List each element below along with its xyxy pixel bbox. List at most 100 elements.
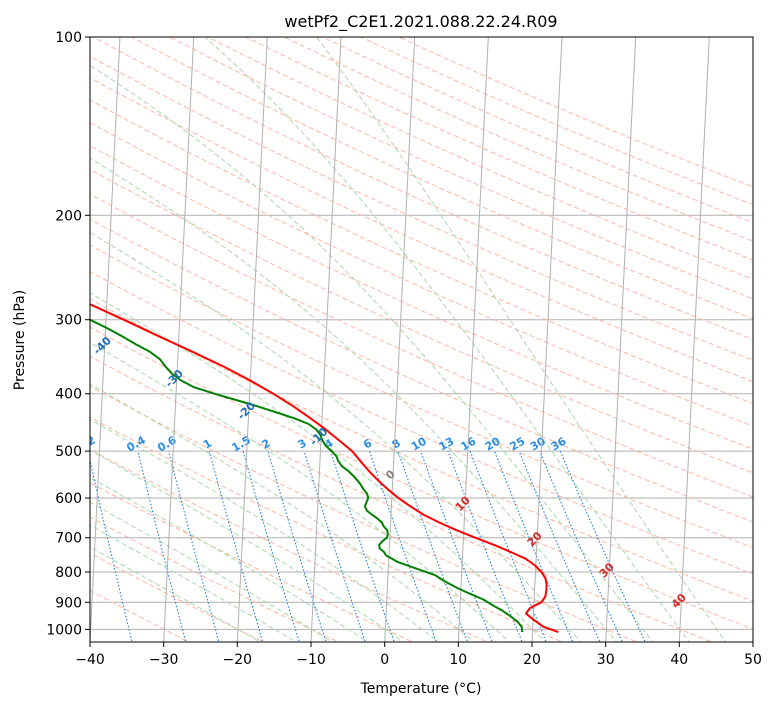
dry-adiabat xyxy=(322,37,753,224)
isotherm xyxy=(163,37,195,642)
mixing-ratio-line xyxy=(368,450,437,642)
axes: −40 −30 −20 −10 0 10 20 30 40 5010009008007006005… xyxy=(46,30,762,668)
moist-adiabat xyxy=(204,37,690,642)
chart-title: wetPf2_C2E1.2021.088.22.24.R09 xyxy=(284,12,557,32)
isotherm-label: 20 xyxy=(525,529,545,549)
mixing-ratio-line xyxy=(420,450,493,642)
mixing-ratio-line xyxy=(518,450,601,642)
mixing-ratio-line xyxy=(330,450,395,642)
mixing-ratio-line xyxy=(168,450,220,642)
isotherm-label: 30 xyxy=(597,560,617,580)
temperature-profile xyxy=(90,303,559,633)
isotherm xyxy=(236,37,268,642)
plot-frame xyxy=(89,36,754,643)
isotherm xyxy=(90,37,121,642)
dry-adiabat xyxy=(90,355,714,642)
mixing-ratio-line xyxy=(469,450,547,642)
mixing-ratio-label: 0.2 xyxy=(74,434,97,455)
moist-adiabat xyxy=(90,449,404,642)
y-tick-label: 800 xyxy=(55,565,82,581)
dewpoint-profile xyxy=(90,318,524,633)
dry-adiabat xyxy=(283,37,753,242)
mixing-ratio-label: 0.1 xyxy=(28,434,51,455)
dry-adiabat xyxy=(131,37,753,320)
mixing-ratio-line xyxy=(397,450,469,642)
y-tick-label: 100 xyxy=(55,30,82,46)
dry-adiabat xyxy=(90,218,753,523)
moist-adiabat xyxy=(90,231,582,642)
x-tick-label: −10 xyxy=(296,652,326,668)
isotherm-label: -20 xyxy=(235,399,258,422)
dry-adiabat xyxy=(90,326,753,630)
dry-adiabat xyxy=(90,416,564,642)
x-tick-label: 20 xyxy=(523,652,541,668)
dry-adiabat xyxy=(169,37,753,300)
x-tick-label: 0 xyxy=(380,652,389,668)
moist-adiabat xyxy=(90,501,334,642)
mixing-ratio-line xyxy=(447,450,523,642)
mixing-ratio-line xyxy=(493,450,574,642)
dry-adiabat xyxy=(90,145,753,450)
moist-adiabat xyxy=(90,524,298,642)
y-tick-label: 300 xyxy=(55,313,82,329)
x-axis-label: Temperature (°C) xyxy=(360,681,482,697)
isotherm xyxy=(752,631,753,642)
y-axis-label: Pressure (hPa) xyxy=(12,290,28,390)
dry-adiabat xyxy=(90,589,190,642)
moist-adiabat xyxy=(90,64,654,642)
dry-adiabats xyxy=(90,37,753,642)
mixing-ratio-line xyxy=(303,450,366,642)
mixing-ratio-line xyxy=(242,450,300,642)
y-tick-label: 1000 xyxy=(46,622,82,638)
mixing-ratio-line xyxy=(90,458,133,642)
dry-adiabat xyxy=(90,169,753,474)
moist-adiabat xyxy=(90,546,262,642)
dry-adiabat xyxy=(90,271,753,575)
mixing-ratio-line xyxy=(41,451,82,644)
moist-adiabat xyxy=(316,37,727,642)
y-tick-label: 900 xyxy=(55,595,82,611)
dry-adiabat xyxy=(90,122,753,427)
moist-adiabat xyxy=(90,341,511,642)
mixing-ratio-label: 6 xyxy=(361,436,374,451)
dry-adiabat xyxy=(93,37,753,340)
isotherm-label: 40 xyxy=(669,591,689,611)
moist-adiabat xyxy=(90,157,618,642)
isotherm xyxy=(457,37,489,642)
x-tick-label: −40 xyxy=(75,652,105,668)
y-tick-label: 700 xyxy=(55,531,82,547)
mixing-ratio-lines: 0.10.20.40.611.52346810131620253036 xyxy=(28,433,646,644)
dry-adiabat xyxy=(90,482,415,642)
dry-adiabat xyxy=(90,448,489,642)
zero-isotherm-label: 0 xyxy=(383,467,398,482)
y-tick-label: 200 xyxy=(55,208,82,224)
x-tick-label: 50 xyxy=(744,652,762,668)
dry-adiabat xyxy=(90,385,639,642)
plot-area: 0.10.20.40.611.52346810131620253036 -100… xyxy=(28,37,753,644)
isotherm xyxy=(531,37,563,642)
isotherm xyxy=(310,37,342,642)
x-tick-label: 40 xyxy=(670,652,688,668)
dry-adiabat xyxy=(90,77,753,383)
moist-adiabat xyxy=(90,292,546,642)
dry-adiabat xyxy=(90,244,753,549)
moist-adiabat xyxy=(90,383,475,642)
dry-adiabat xyxy=(90,55,753,361)
x-tick-label: 10 xyxy=(449,652,467,668)
dry-adiabat xyxy=(90,99,753,405)
isotherms xyxy=(90,37,753,642)
moist-adiabat xyxy=(90,418,440,642)
y-tick-label: 600 xyxy=(55,491,82,507)
isotherm xyxy=(384,37,416,642)
dry-adiabat xyxy=(90,552,265,642)
x-tick-label: −30 xyxy=(149,652,179,668)
dry-adiabat xyxy=(90,298,753,602)
isotherm xyxy=(678,37,710,642)
isotherm xyxy=(605,37,637,642)
mixing-ratio-line xyxy=(267,450,327,642)
x-tick-label: −20 xyxy=(223,652,253,668)
dry-adiabat xyxy=(360,37,753,206)
dry-adiabat xyxy=(90,516,340,642)
